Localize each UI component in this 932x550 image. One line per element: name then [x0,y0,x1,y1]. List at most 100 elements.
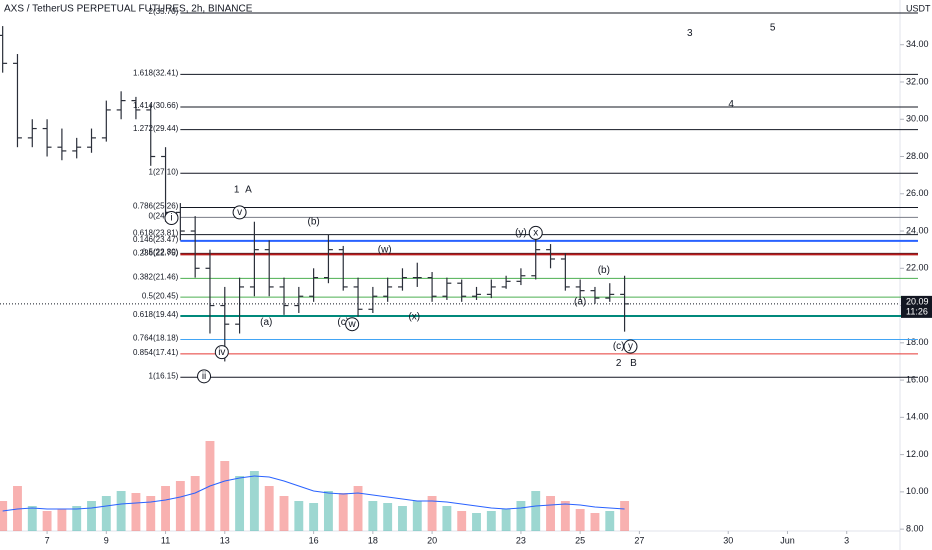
volume-bar [220,461,230,531]
volume-bar [457,511,467,531]
wave-label: (a) [574,296,586,307]
volume-bar [501,509,511,531]
x-tick-label: 11 [161,535,170,545]
wave-label: 4 [728,99,734,110]
fib-level-label: 2(35.70) [149,7,179,16]
wave-label: (c) [613,341,625,352]
x-tick-label: Jun [780,535,795,545]
volume-bar [605,511,615,531]
volume-bar [279,496,289,531]
wave-label: 5 [770,23,776,34]
wave-label: 3 [687,28,693,39]
volume-bar [131,493,141,531]
x-tick-label: 3 [844,535,849,545]
volume-bar [516,501,526,531]
wave-label: 1 [234,185,240,196]
volume-bar [101,496,111,531]
y-tick-label: 10.00 [906,486,929,496]
volume-bar [472,513,481,531]
x-tick-label: 20 [427,535,437,545]
volume-bar [116,491,126,531]
wave-circle [623,339,638,354]
fib-level-label: 0.764(18.18) [133,334,179,343]
fib-level-label: 0.236(22.75) [133,248,179,257]
fib-level-label: 0.618(23.81) [133,229,179,238]
fib-level-label: 0.618(19.44) [133,310,179,319]
countdown-label: 11:26 [906,306,928,316]
x-tick-label: 18 [368,535,378,545]
fib-level-label: 0.854(17.41) [133,348,179,357]
volume-bar [190,476,200,531]
y-tick-label: 16.00 [906,374,929,384]
y-tick-label: 14.00 [906,412,929,422]
volume-bar [309,503,319,531]
x-tick-label: 30 [723,535,733,545]
wave-label: (w) [378,244,392,255]
x-tick-label: 13 [220,535,230,545]
wave-label: (b) [598,265,610,276]
wave-label: B [630,358,637,369]
wave-circle [345,317,360,332]
volume-bar [427,496,437,531]
wave-label: A [245,185,252,196]
volume-bar [353,486,363,531]
fib-level-label: 1.272(29.44) [133,124,179,133]
wave-circle [528,225,543,240]
x-tick-label: 27 [634,535,644,545]
wave-label: (a) [260,317,272,328]
volume-bar [146,496,156,531]
volume-bar [486,511,496,531]
wave-circle [214,345,229,360]
wave-label: y [628,341,633,352]
volume-bar [560,501,570,531]
volume-bar [620,501,630,531]
y-tick-label: 22.00 [906,263,929,273]
volume-bar [368,501,378,531]
fib-level-label: 1.618(32.41) [133,68,179,77]
volume-bar [235,476,245,531]
fib-level-label: 1(16.15) [149,371,179,380]
y-tick-label: 34.00 [906,39,929,49]
volume-bar [161,486,170,531]
volume-bar [57,509,67,531]
volume-bar [294,501,304,531]
fib-level-label: 0.786(25.26) [133,202,179,211]
wave-circle [164,210,179,225]
fib-level-label: 1.414(30.66) [133,101,179,110]
price-unit: USDT [906,3,931,13]
x-tick-label: 16 [309,535,319,545]
volume-bar [412,501,422,531]
chart-title: AXS / TetherUS PERPETUAL FUTURES, 2h, BI… [4,4,253,15]
x-tick-label: 7 [45,535,50,545]
wave-label: i [170,213,172,224]
volume-bar [72,506,82,531]
x-tick-label: 25 [575,535,585,545]
volume-bar [323,491,333,531]
volume-bar [42,511,52,531]
y-tick-label: 24.00 [906,225,929,235]
fib-level-label: 0(24.73) [149,212,179,221]
volume-bar [546,496,555,531]
volume-bar [87,501,96,531]
wave-circle [232,205,247,220]
fib-level-label: 0.5(22.80) [142,247,179,256]
volume-bar [27,506,37,531]
wave-label: (b) [308,216,320,227]
volume-bar [0,501,8,531]
wave-label: 2 [616,358,622,369]
last-price-label: 20.09 [906,296,929,306]
y-tick-label: 32.00 [906,76,929,86]
volume-bar [590,513,600,531]
volume-bar [264,486,274,531]
wave-label: (c) [337,317,349,328]
volume-bar [575,509,585,531]
y-tick-label: 8.00 [906,524,924,534]
volume-bar [531,491,541,531]
wave-label: v [237,207,242,218]
volume-bar [383,503,393,531]
y-tick-label: 18.00 [906,337,929,347]
x-tick-label: 23 [516,535,526,545]
volume-bar [249,471,259,531]
